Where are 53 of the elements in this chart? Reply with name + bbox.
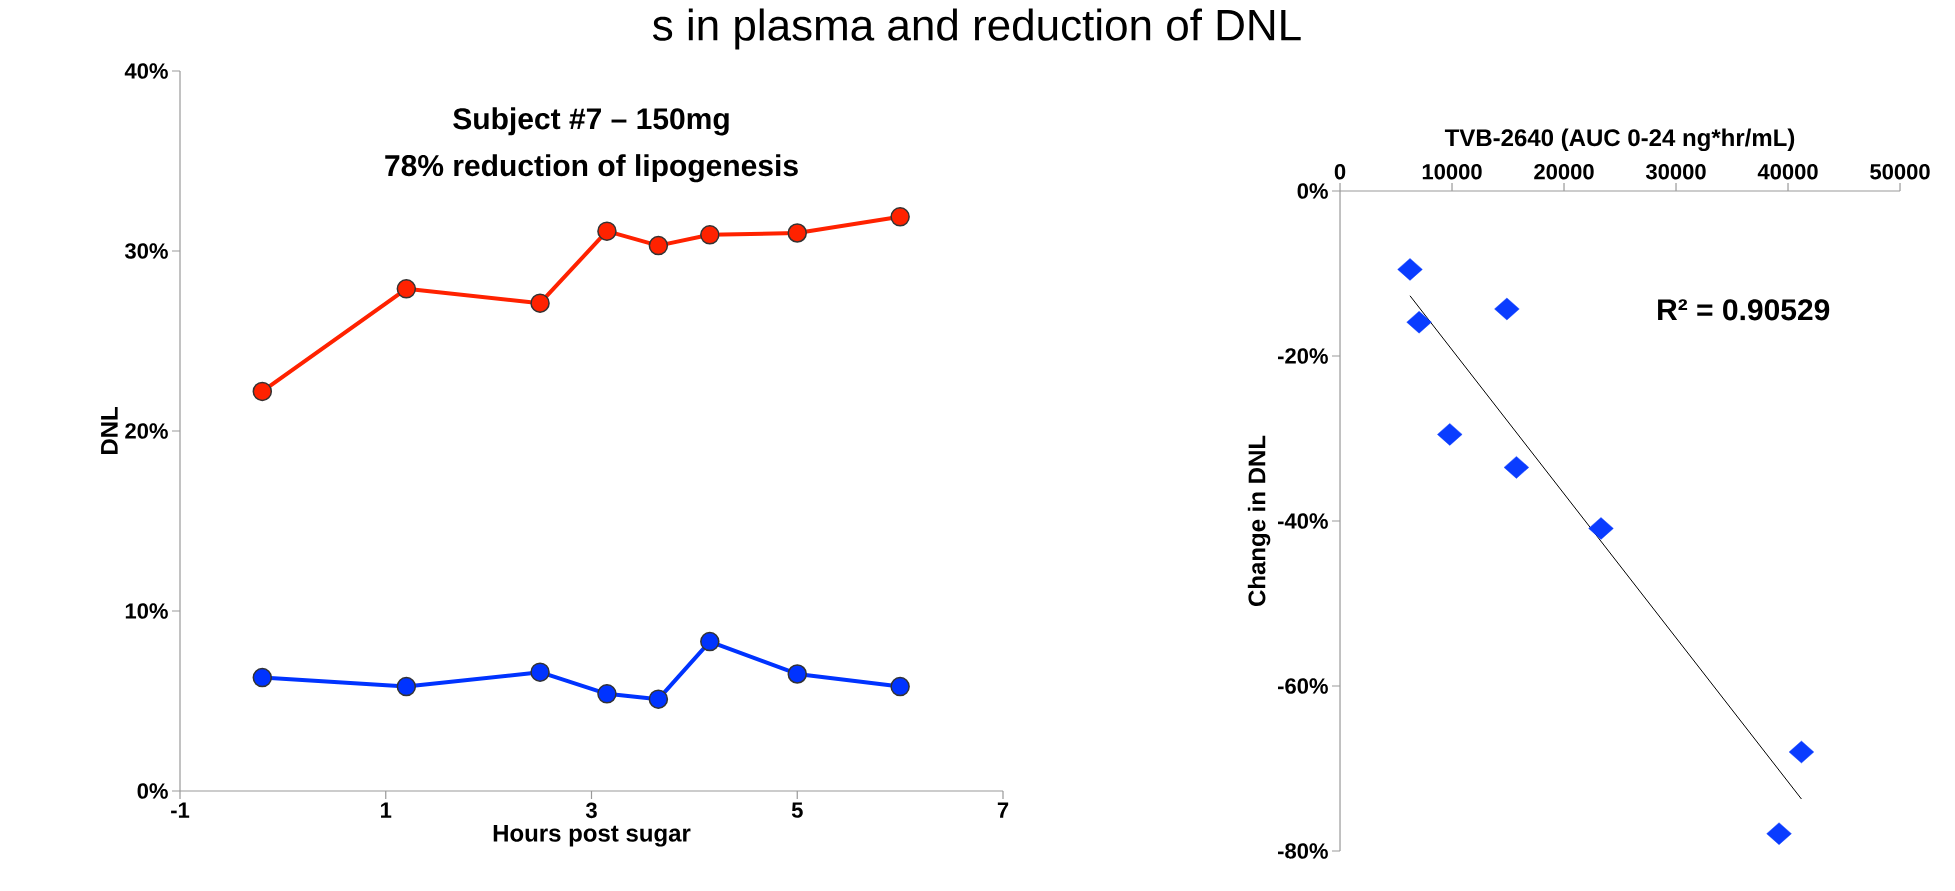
chart-title: s in plasma and reduction of DNL xyxy=(652,8,1301,50)
x-tick-label: 3 xyxy=(585,802,597,819)
x-tick-label: 40000 xyxy=(1757,163,1818,180)
y-tick-label: 30% xyxy=(124,243,168,259)
annotation: 78% reduction of lipogenesis xyxy=(385,154,798,183)
y-tick-label: -60% xyxy=(1278,678,1328,694)
y-tick-label: 40% xyxy=(124,63,168,79)
x-tick-label: 1 xyxy=(381,802,392,818)
point xyxy=(1397,258,1423,281)
y-tick-label: 0% xyxy=(1297,183,1328,199)
point xyxy=(252,381,273,402)
point xyxy=(1494,297,1520,321)
x-tick-label: 0 xyxy=(1334,163,1346,180)
point xyxy=(890,207,910,227)
y-tick-label: -80% xyxy=(1278,843,1328,859)
x-axis-title: TVB-2640 (AUC 0-24 ng*hr/mL) xyxy=(1444,128,1795,152)
point xyxy=(890,676,910,697)
point xyxy=(597,684,617,704)
point xyxy=(530,662,550,682)
x-axis-title: Hours post sugar xyxy=(493,824,691,847)
point xyxy=(787,664,807,684)
point xyxy=(700,225,720,245)
annotation: R² = 0.90529 xyxy=(1658,299,1830,321)
point xyxy=(597,221,617,241)
point xyxy=(1788,740,1815,764)
point xyxy=(787,223,807,243)
x-tick-label: 30000 xyxy=(1645,163,1706,180)
point xyxy=(1437,423,1463,446)
point xyxy=(700,631,720,652)
point xyxy=(396,676,417,697)
y-tick-label: 0% xyxy=(137,783,168,799)
x-tick-label: 10000 xyxy=(1422,163,1482,180)
point xyxy=(1503,456,1529,479)
point xyxy=(396,279,417,299)
annotation: Subject #7 – 150mg xyxy=(453,107,729,136)
x-tick-label: 7 xyxy=(997,802,1009,818)
x-tick-label: 20000 xyxy=(1534,163,1594,180)
x-tick-label: 5 xyxy=(791,802,803,818)
point xyxy=(252,667,273,688)
point xyxy=(530,293,550,313)
x-tick-label: 50000 xyxy=(1870,163,1930,180)
y-axis-title: Change in DNL xyxy=(1247,435,1271,607)
y-tick-label: 20% xyxy=(125,423,168,439)
point xyxy=(648,689,669,709)
y-tick-label: 10% xyxy=(125,603,168,619)
y-tick-label: -40% xyxy=(1278,513,1328,529)
y-axis-title: DNL xyxy=(101,407,118,455)
point xyxy=(1766,822,1792,845)
point xyxy=(648,235,669,256)
x-tick-label: -1 xyxy=(171,802,190,818)
y-tick-label: -20% xyxy=(1278,348,1328,364)
point xyxy=(1588,517,1614,540)
point xyxy=(1406,310,1432,334)
